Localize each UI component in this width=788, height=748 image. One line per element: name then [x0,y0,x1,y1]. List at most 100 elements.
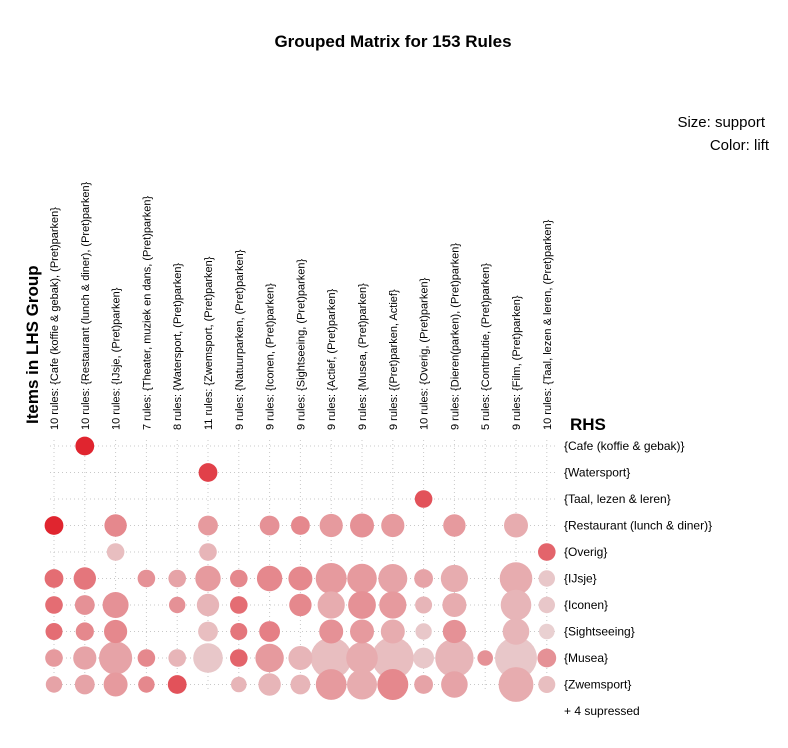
rule-bubble [435,638,474,678]
rule-bubble [440,564,468,593]
rule-bubble [230,649,248,667]
rule-bubble [477,650,494,666]
rule-bubble [538,570,555,587]
rule-bubble [502,618,530,645]
rule-bubble [74,595,95,615]
rule-bubble [291,516,310,535]
rule-bubble [442,593,467,617]
rhs-item-label: {Overig} [564,545,607,559]
rule-bubble [195,565,221,592]
y-axis-title: RHS [570,415,606,434]
rule-bubble [538,596,555,614]
rule-bubble [256,565,283,592]
rule-bubble [310,637,352,679]
rule-bubble [198,621,218,642]
rule-bubble [230,623,248,640]
rule-bubble [198,463,218,482]
rule-bubble [259,621,280,642]
rule-bubble [315,669,347,700]
rule-bubble [538,543,556,561]
rule-bubble [44,569,64,588]
rule-bubble [319,619,344,644]
lhs-group-label: 11 rules: {Zwemsport, (Pret)parken} [203,256,215,430]
rule-bubble [73,567,97,590]
lhs-group-label: 9 rules: {Natuurparken, (Pret)parken} [234,249,246,430]
rule-bubble [414,675,433,694]
rule-bubble [73,646,97,670]
rule-bubble [442,619,466,644]
rule-bubble [45,676,63,693]
rule-bubble [198,515,218,536]
rule-bubble [414,490,433,508]
rhs-item-label: {Taal, lezen & leren} [564,492,671,506]
rule-bubble [539,623,555,640]
lhs-group-label: 9 rules: {Actief, (Pret)parken} [326,288,338,430]
rule-bubble [350,513,374,538]
lhs-group-label: 10 rules: {IJsje, (Pret)parken} [111,287,123,430]
rule-bubble [288,646,313,670]
rhs-item-label: {Sightseeing} [564,625,635,639]
rule-bubble [103,672,128,697]
lhs-group-label: 9 rules: {Musea, (Pret)parken} [357,283,369,430]
lhs-group-label: 10 rules: {Overig, (Pret)parken} [419,277,431,430]
lhs-group-label: 5 rules: {Contributie, (Pret)parken} [480,263,492,430]
rule-bubble [504,513,528,538]
rule-bubble [347,563,377,594]
rule-bubble [169,596,186,614]
rule-bubble [45,623,63,640]
rule-bubble [104,619,128,644]
rule-bubble [414,569,433,588]
rule-bubble [443,514,466,537]
rule-bubble [498,667,534,702]
lhs-group-label: 9 rules: {Dieren(parken), (Pret)parken} [449,243,461,430]
rule-bubble [350,619,374,644]
rule-bubble [377,669,409,700]
rule-bubble [378,564,408,593]
rule-bubble [104,514,127,537]
lhs-group-label: 9 rules: {Iconen, (Pret)parken} [265,283,277,430]
rule-bubble [380,619,405,644]
rule-bubble [74,674,95,695]
rule-bubble [196,593,220,617]
rule-bubble [75,436,95,456]
rule-bubble [290,674,311,695]
rule-bubble [230,569,248,588]
rhs-item-label: {IJsje} [564,572,597,586]
rule-bubble [537,648,557,668]
rule-bubble [168,569,186,588]
lhs-group-label: 10 rules: {Taal, lezen & leren, (Pret)pa… [542,219,554,430]
rule-bubble [379,591,407,619]
lhs-group-label: 9 rules: {(Pret)parken, Actief} [388,289,400,430]
rule-bubble [348,591,376,619]
lhs-group-label: 8 rules: {Watersport, (Pret)parken} [172,263,184,430]
rule-bubble [44,516,64,535]
rhs-item-label: {Cafe (koffie & gebak)} [564,439,685,453]
rule-bubble [319,513,343,538]
lhs-group-labels: 10 rules: {Cafe (koffie & gebak), (Pret)… [49,181,554,430]
rule-bubble [137,649,156,667]
lhs-group-label: 7 rules: {Theater, muziek en dans, (Pret… [141,195,153,430]
lhs-group-label: 9 rules: {Sightseeing, (Pret)parken} [295,258,307,430]
rule-bubble [381,513,405,538]
rule-bubble [45,596,63,614]
rule-bubble [138,676,155,693]
rule-bubble [347,669,377,700]
rule-bubble [167,675,187,694]
rule-bubble [231,676,247,693]
lhs-group-label: 10 rules: {Restaurant (lunch & diner), (… [80,181,92,430]
rule-bubble [289,593,312,617]
lhs-group-label: 10 rules: {Cafe (koffie & gebak), (Pret)… [49,207,61,430]
rule-bubble [45,649,63,667]
rule-bubble [106,543,125,561]
lhs-group-label: 9 rules: {Film, (Pret)parken} [511,295,523,430]
rule-bubble [199,543,217,561]
rule-bubble [500,589,532,621]
rule-bubble [75,622,94,641]
rule-bubble [538,676,556,693]
rule-bubble [413,647,434,669]
chart-title: Grouped Matrix for 153 Rules [274,32,511,51]
legend-color-label: Color: lift [710,137,770,154]
rule-bubble [102,592,129,618]
rhs-item-label: {Iconen} [564,598,608,612]
